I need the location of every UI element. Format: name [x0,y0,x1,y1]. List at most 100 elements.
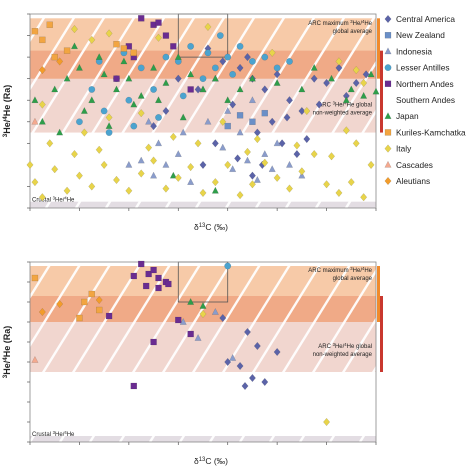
data-point [150,63,158,71]
data-point [224,160,232,169]
data-point [234,154,242,163]
data-point [229,165,237,173]
data-point [105,129,113,136]
data-point [113,40,120,48]
data-point [76,314,83,322]
data-point [360,78,368,88]
y-axis-title: 3He/4He (Ra) [2,85,13,138]
data-point [236,190,244,200]
data-point [273,347,281,357]
data-point [286,58,293,65]
data-point [211,307,219,315]
data-point [162,106,170,116]
data-point [130,382,138,390]
data-point [224,53,232,61]
series-italy [199,309,331,427]
data-point [113,175,120,185]
data-point [286,96,293,105]
data-point [273,139,281,147]
data-point [219,143,227,151]
arc-average-bar [380,296,383,372]
series-new-zealand [224,109,268,130]
data-point [249,58,256,65]
data-point [253,341,261,351]
y-axis-title: 3He/4He (Ra) [2,326,13,379]
data-point [303,106,311,116]
data-point [31,355,39,363]
data-point [194,85,202,94]
data-point [46,21,53,28]
crustal-annotation: Crustal 3He/4He [32,430,75,439]
data-point [145,117,153,125]
legend-marker [384,32,392,39]
legend-label: Lesser Antilles [396,63,450,73]
data-point [236,112,244,119]
data-point [155,114,162,121]
data-point [137,91,145,99]
legend-label: Cascades [396,160,433,170]
data-point [138,15,145,22]
data-point [80,128,88,137]
data-point [100,70,108,78]
data-point [268,48,276,57]
data-point [88,86,96,93]
data-point [310,150,318,159]
data-point [342,96,350,104]
data-point [125,160,133,168]
legend-item: Kuriles-Kamchatka [384,127,466,137]
data-point [125,186,133,195]
data-point [174,173,182,182]
data-point [88,96,96,104]
data-point [362,70,370,79]
data-point [88,35,96,44]
data-point [323,78,331,88]
data-point [229,100,237,109]
data-point [248,373,256,383]
data-point [199,75,207,83]
legend-label: Northern Andes [396,79,454,89]
data-point [278,139,286,148]
x-axis [29,208,377,211]
data-point [187,330,194,338]
legend-label: Kuriles-Kamchatka [396,127,466,137]
data-point [154,139,163,147]
data-point [199,85,207,93]
data-point [38,65,46,75]
arc-max-annotation-line2: global average [333,276,373,282]
x-axis-title: δ13C (‰) [194,222,228,232]
data-point [150,156,158,165]
data-point [179,317,187,325]
data-point [211,139,219,148]
data-point [145,143,153,152]
data-point [175,316,182,324]
data-point [243,156,252,164]
legend-label: Indonesia [396,46,432,56]
data-point [56,128,64,136]
data-point [187,162,195,172]
legend-item: Japan [384,111,419,121]
data-point [154,96,163,104]
data-point [187,70,195,78]
data-point [105,113,113,122]
series-aleutians [38,57,64,75]
data-point [244,53,251,62]
legend-label: Japan [396,111,419,121]
data-point [261,85,269,94]
data-point [285,160,294,168]
panel-a: δ13C (‰) 3He/4He (Ra) ARC maximum 3He/4He g… [2,13,383,232]
arc-max-annotation-line1: ARC maximum 3He/4He [308,18,372,27]
data-point [31,28,39,35]
data-point [105,312,113,320]
x-axis [29,442,377,445]
data-point [199,301,207,309]
data-point [130,272,138,280]
legend-marker [384,80,392,88]
data-point [105,122,113,129]
data-point [219,313,227,323]
data-point [229,70,237,78]
data-point [236,85,244,93]
panel-b: δ13C (‰) 3He/4He (Ra) ARC maximum 3He/4Heg… [2,260,383,466]
legend-item: Cascades [384,160,433,170]
data-point [150,266,157,274]
arc-avg-annotation-line2: non-weighted average [313,352,373,358]
